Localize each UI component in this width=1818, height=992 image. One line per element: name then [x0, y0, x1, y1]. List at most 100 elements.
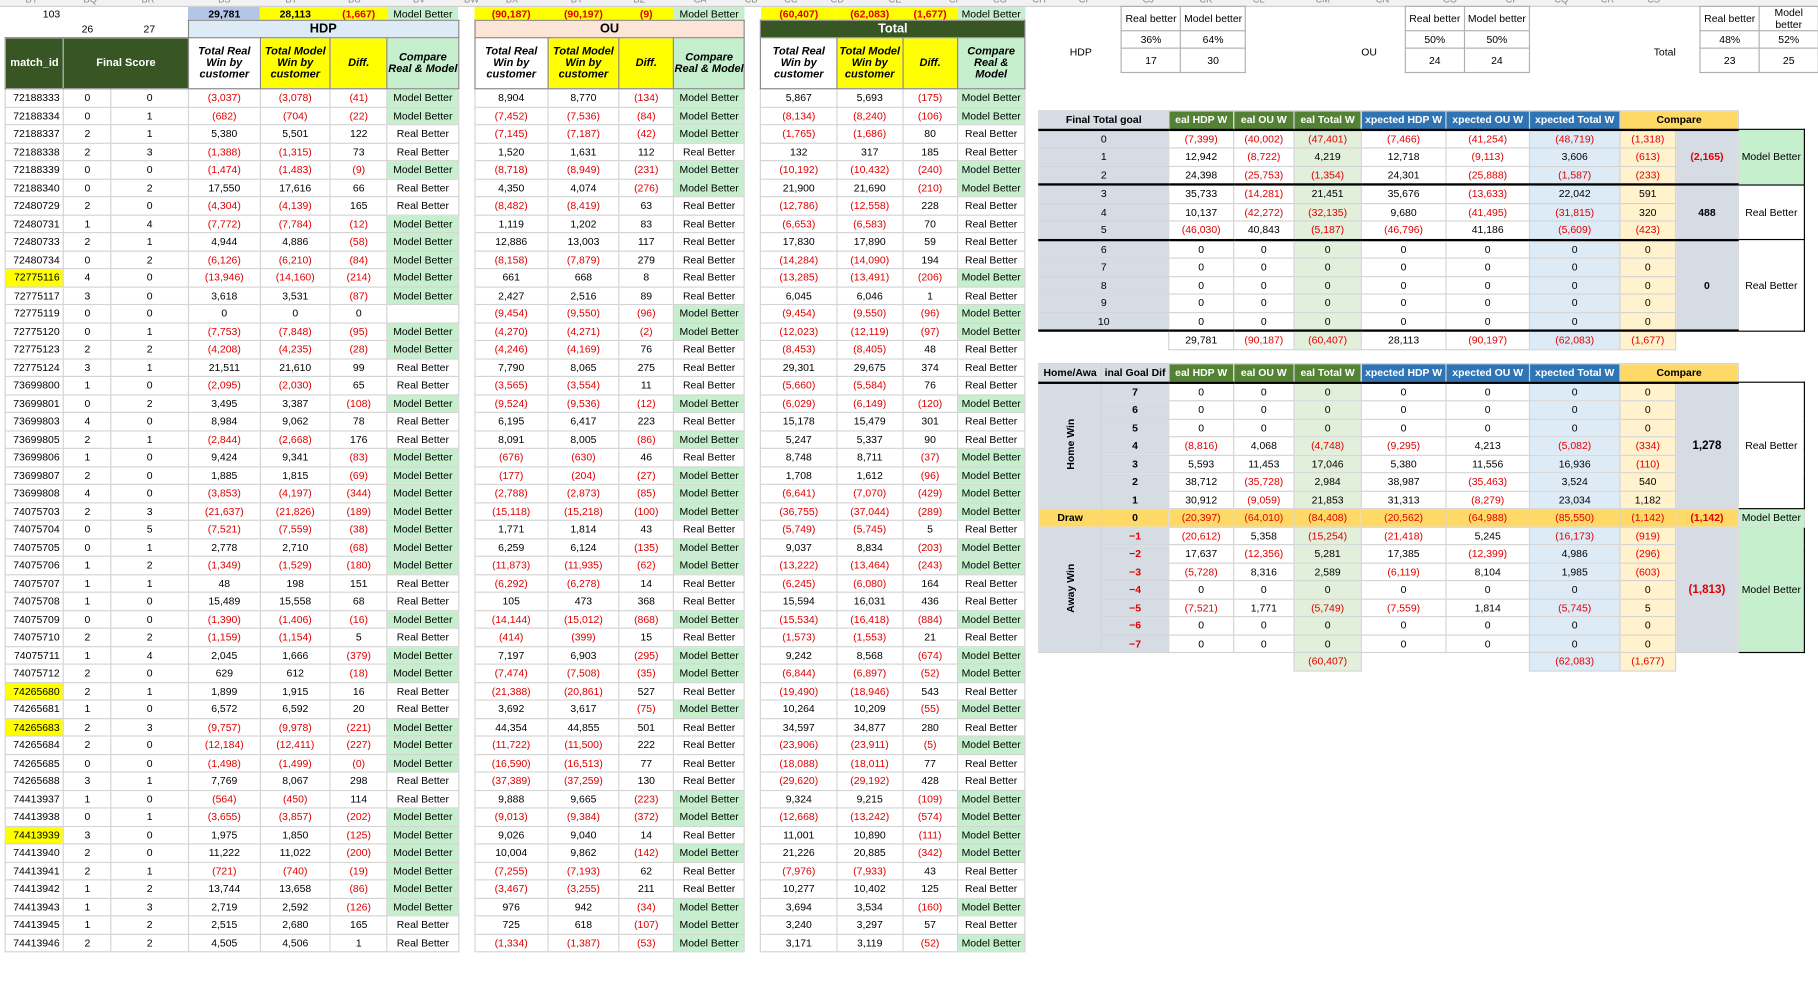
table-cell[interactable]: 2: [110, 915, 189, 935]
table-cell[interactable]: Model Better: [386, 160, 459, 180]
table-cell[interactable]: 1,915: [259, 681, 331, 701]
goal-cell[interactable]: 0: [1360, 238, 1447, 259]
goal-cell[interactable]: 0: [1168, 275, 1235, 295]
goal-group-sum[interactable]: (2,165): [1675, 128, 1739, 186]
match-id-cell[interactable]: 74075708: [4, 591, 65, 611]
table-cell[interactable]: (15,534): [760, 609, 838, 629]
table-cell[interactable]: Model Better: [386, 537, 459, 557]
table-cell[interactable]: 612: [259, 663, 331, 683]
table-cell[interactable]: 368: [618, 591, 675, 611]
table-cell[interactable]: Model Better: [673, 807, 746, 827]
ou-model-better-label[interactable]: Model better: [1463, 5, 1531, 32]
hdp-compare-header[interactable]: Compare Real & Model: [386, 37, 459, 90]
table-cell[interactable]: (7,193): [547, 861, 620, 881]
hdp-real-better-label[interactable]: Real better: [1121, 5, 1182, 32]
table-cell[interactable]: 9,424: [187, 447, 261, 467]
diff-cell[interactable]: 2,984: [1293, 472, 1362, 492]
table-cell[interactable]: (160): [902, 897, 959, 917]
table-cell[interactable]: (12,119): [836, 321, 904, 342]
diff-cell[interactable]: (9,295): [1360, 436, 1447, 456]
table-cell[interactable]: 8,065: [547, 357, 620, 377]
goal-cell[interactable]: 0: [1619, 311, 1677, 332]
goal-cell[interactable]: (5,609): [1528, 220, 1621, 241]
match-id-cell[interactable]: 72775116: [4, 267, 65, 288]
goal-cell[interactable]: 4: [1038, 202, 1170, 222]
table-cell[interactable]: 1: [63, 591, 112, 611]
diff-cell[interactable]: 0: [1360, 615, 1447, 636]
table-cell[interactable]: 4,505: [187, 933, 261, 953]
table-cell[interactable]: (564): [187, 789, 261, 809]
column-letter[interactable]: CK: [1199, 0, 1212, 5]
goal-cell[interactable]: 0: [1168, 311, 1235, 332]
table-cell[interactable]: Real Better: [673, 879, 746, 899]
ou-compare-total[interactable]: Model Better: [673, 6, 745, 21]
table-cell[interactable]: (84): [618, 106, 675, 126]
table-cell[interactable]: Model Better: [386, 879, 459, 899]
diff-cell[interactable]: 0: [1619, 418, 1677, 438]
diff-cell[interactable]: (5,082): [1528, 436, 1621, 456]
table-cell[interactable]: 1: [63, 897, 112, 917]
diff-cell[interactable]: 4,986: [1528, 544, 1621, 564]
table-cell[interactable]: (13,285): [760, 267, 838, 288]
table-cell[interactable]: 7,769: [187, 771, 261, 791]
match-id-cell[interactable]: 72188334: [4, 106, 65, 126]
table-cell[interactable]: (12,023): [760, 321, 838, 342]
table-cell[interactable]: 3,617: [547, 699, 620, 719]
table-cell[interactable]: (4,139): [259, 196, 331, 216]
table-cell[interactable]: (86): [618, 429, 675, 449]
diff-cell[interactable]: 0: [1360, 400, 1447, 420]
diff-cell[interactable]: −2: [1100, 544, 1170, 564]
goal-cell[interactable]: (8,722): [1233, 147, 1295, 167]
draw-cell[interactable]: (64,988): [1445, 508, 1531, 528]
table-cell[interactable]: 8,568: [836, 645, 904, 665]
table-cell[interactable]: (7,474): [473, 663, 549, 683]
goal-cell[interactable]: (423): [1619, 220, 1677, 241]
table-cell[interactable]: 59: [902, 232, 959, 252]
table-cell[interactable]: 6,572: [187, 699, 261, 719]
goal-cell[interactable]: 2: [1038, 165, 1170, 186]
goal-cell[interactable]: (41,254): [1445, 128, 1531, 149]
match-id-cell[interactable]: 72188333: [4, 88, 65, 108]
table-cell[interactable]: Real Better: [956, 681, 1026, 701]
column-letter[interactable]: BX: [506, 0, 518, 5]
diff-cell[interactable]: (8,816): [1168, 436, 1235, 456]
table-cell[interactable]: (96): [902, 465, 959, 485]
goal-cell[interactable]: 0: [1168, 293, 1235, 313]
table-cell[interactable]: 1: [63, 645, 112, 665]
table-cell[interactable]: 2: [63, 232, 112, 252]
column-letter[interactable]: BV: [413, 0, 425, 5]
table-cell[interactable]: (8,949): [547, 160, 620, 180]
table-cell[interactable]: (3,037): [187, 88, 261, 108]
table-cell[interactable]: (6,149): [836, 393, 904, 413]
table-cell[interactable]: (5,749): [760, 519, 838, 539]
diff-cell[interactable]: 6: [1100, 400, 1170, 420]
column-letter[interactable]: CP: [1506, 0, 1519, 5]
table-cell[interactable]: (3,255): [547, 879, 620, 899]
table-cell[interactable]: 275: [618, 357, 675, 377]
table-cell[interactable]: 0: [187, 303, 261, 324]
table-cell[interactable]: 2,516: [547, 285, 620, 306]
table-cell[interactable]: 63: [618, 196, 675, 216]
goal-total-cell[interactable]: (60,407): [1293, 330, 1362, 350]
table-cell[interactable]: 114: [329, 789, 388, 809]
diff-cell[interactable]: 0: [1445, 615, 1531, 636]
table-cell[interactable]: 0: [110, 699, 189, 719]
diff-header-cell[interactable]: xpected Total W: [1528, 363, 1621, 384]
table-cell[interactable]: (53): [618, 933, 675, 953]
table-cell[interactable]: 1,631: [547, 142, 620, 162]
table-cell[interactable]: 5: [110, 519, 189, 539]
table-cell[interactable]: Real Better: [386, 771, 459, 791]
table-cell[interactable]: 8,984: [187, 411, 261, 431]
table-cell[interactable]: 2: [63, 717, 112, 737]
table-cell[interactable]: 4: [63, 267, 112, 288]
table-cell[interactable]: (6,653): [760, 214, 838, 234]
diff-cell[interactable]: 8,104: [1445, 562, 1531, 582]
table-cell[interactable]: 4,944: [187, 232, 261, 252]
table-cell[interactable]: Model Better: [956, 483, 1026, 503]
table-cell[interactable]: (9,757): [187, 717, 261, 737]
table-cell[interactable]: 66: [329, 178, 388, 198]
table-cell[interactable]: 2: [63, 196, 112, 216]
table-cell[interactable]: (7,187): [547, 124, 620, 144]
table-cell[interactable]: 15,594: [760, 591, 838, 611]
table-cell[interactable]: 4: [110, 214, 189, 234]
